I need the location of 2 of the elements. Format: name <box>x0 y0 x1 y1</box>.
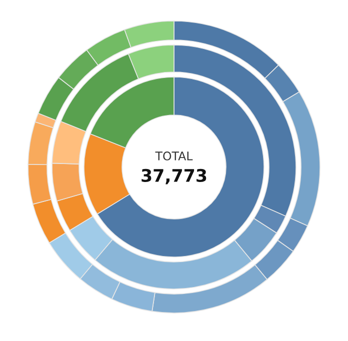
text: TOTAL <box>155 151 193 160</box>
text: 37,773 <box>142 168 206 184</box>
